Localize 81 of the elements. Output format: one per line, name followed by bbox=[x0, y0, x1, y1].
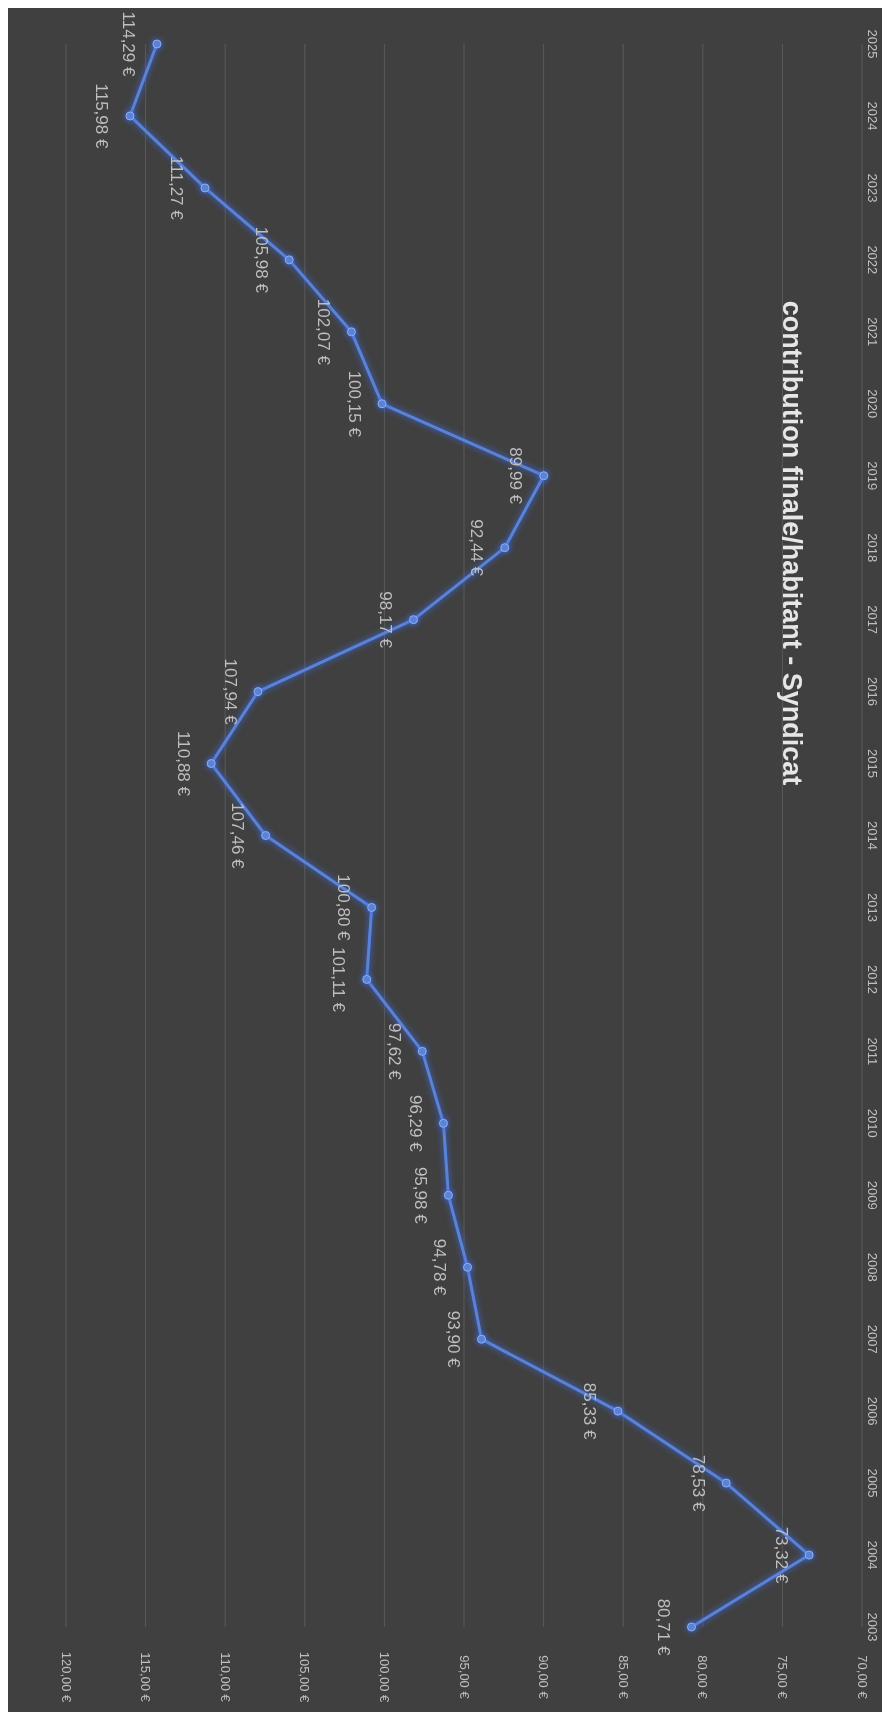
point bbox=[443, 1190, 453, 1200]
x-tick-label: 75,00 € bbox=[774, 1655, 790, 1700]
point bbox=[613, 1406, 623, 1416]
y-tick-label: 2013 bbox=[864, 892, 880, 922]
point bbox=[463, 1262, 472, 1272]
x-tick-label: 120,00 € bbox=[58, 1651, 74, 1704]
point bbox=[721, 1478, 731, 1488]
point bbox=[539, 471, 549, 481]
y-tick-label: 2018 bbox=[864, 533, 880, 563]
point bbox=[200, 183, 210, 193]
y-tick-label: 2005 bbox=[864, 1468, 880, 1498]
data-label: 100,80 € bbox=[334, 874, 354, 942]
y-tick-label: 2025 bbox=[864, 29, 880, 59]
data-label: 107,46 € bbox=[228, 802, 248, 870]
data-label: 89,99 € bbox=[506, 447, 526, 505]
y-tick-label: 2012 bbox=[864, 964, 880, 994]
point bbox=[206, 759, 216, 769]
data-label: 73,32 € bbox=[771, 1526, 791, 1584]
point bbox=[500, 543, 510, 553]
data-label: 80,71 € bbox=[654, 1598, 673, 1656]
data-label: 94,78 € bbox=[430, 1238, 449, 1297]
data-label: 114,29 € bbox=[119, 11, 139, 77]
point bbox=[438, 1118, 448, 1128]
data-label: 100,15 € bbox=[344, 370, 364, 438]
y-tick-label: 2007 bbox=[864, 1324, 880, 1354]
data-label: 105,98 € bbox=[251, 226, 271, 294]
text: contribution finale/habitant - Syndicat bbox=[777, 300, 807, 786]
x-tick-label: 95,00 € bbox=[456, 1655, 472, 1700]
point bbox=[284, 255, 294, 265]
data-label: 98,17 € bbox=[376, 591, 396, 649]
data-label: 111,27 € bbox=[167, 156, 187, 221]
y-tick-label: 2011 bbox=[864, 1037, 880, 1066]
point bbox=[417, 1046, 427, 1056]
data-label: 115,98 € bbox=[92, 83, 112, 149]
data-label: 93,90 € bbox=[444, 1310, 464, 1369]
y-tick-label: 2022 bbox=[864, 245, 880, 275]
data-label: 110,88 € bbox=[173, 731, 193, 797]
data-label: 101,11 € bbox=[329, 946, 349, 1013]
data-label: 107,94 € bbox=[220, 658, 240, 726]
y-tick-label: 2016 bbox=[864, 677, 880, 707]
x-tick-label: 115,00 € bbox=[138, 1652, 154, 1703]
x-tick-label: 110,00 € bbox=[217, 1652, 233, 1703]
y-tick-label: 2021 bbox=[864, 317, 880, 347]
y-tick-label: 2015 bbox=[864, 749, 880, 779]
x-tick-label: 85,00 € bbox=[615, 1655, 631, 1700]
point bbox=[362, 974, 372, 984]
point bbox=[125, 111, 135, 121]
x-tick-label: 70,00 € bbox=[854, 1655, 870, 1700]
y-tick-label: 2014 bbox=[864, 821, 880, 850]
point bbox=[152, 39, 162, 49]
x-tick-label: 80,00 € bbox=[695, 1655, 711, 1700]
data-label: 85,33 € bbox=[580, 1382, 600, 1441]
data-label: 95,98 € bbox=[410, 1166, 430, 1225]
data-label: 97,62 € bbox=[384, 1023, 404, 1081]
y-tick-label: 2020 bbox=[864, 389, 880, 419]
point bbox=[261, 831, 271, 840]
point bbox=[804, 1550, 814, 1560]
y-tick-label: 2004 bbox=[864, 1540, 880, 1570]
point bbox=[367, 902, 377, 912]
point bbox=[409, 615, 419, 625]
data-label: 96,29 € bbox=[405, 1094, 425, 1153]
point bbox=[253, 687, 263, 697]
y-tick-label: 2017 bbox=[864, 605, 880, 635]
y-tick-label: 2008 bbox=[864, 1252, 880, 1282]
point bbox=[477, 1334, 487, 1344]
x-tick-label: 105,00 € bbox=[297, 1651, 313, 1704]
y-tick-label: 2006 bbox=[864, 1396, 880, 1426]
x-tick-label: 100,00 € bbox=[376, 1651, 392, 1704]
data-label: 92,44 € bbox=[467, 519, 487, 577]
point bbox=[377, 399, 387, 409]
data-label: 102,07 € bbox=[313, 298, 333, 366]
point bbox=[687, 1622, 696, 1632]
y-tick-label: 2019 bbox=[864, 461, 880, 491]
x-tick-label: 90,00 € bbox=[536, 1655, 552, 1700]
point bbox=[346, 327, 356, 337]
y-tick-label: 2024 bbox=[864, 101, 880, 131]
data-label: 78,53 € bbox=[688, 1454, 708, 1512]
y-tick-label: 2023 bbox=[864, 173, 880, 203]
y-tick-label: 2010 bbox=[864, 1108, 880, 1138]
y-tick-label: 2009 bbox=[864, 1180, 880, 1210]
y-tick-label: 2003 bbox=[864, 1612, 880, 1642]
